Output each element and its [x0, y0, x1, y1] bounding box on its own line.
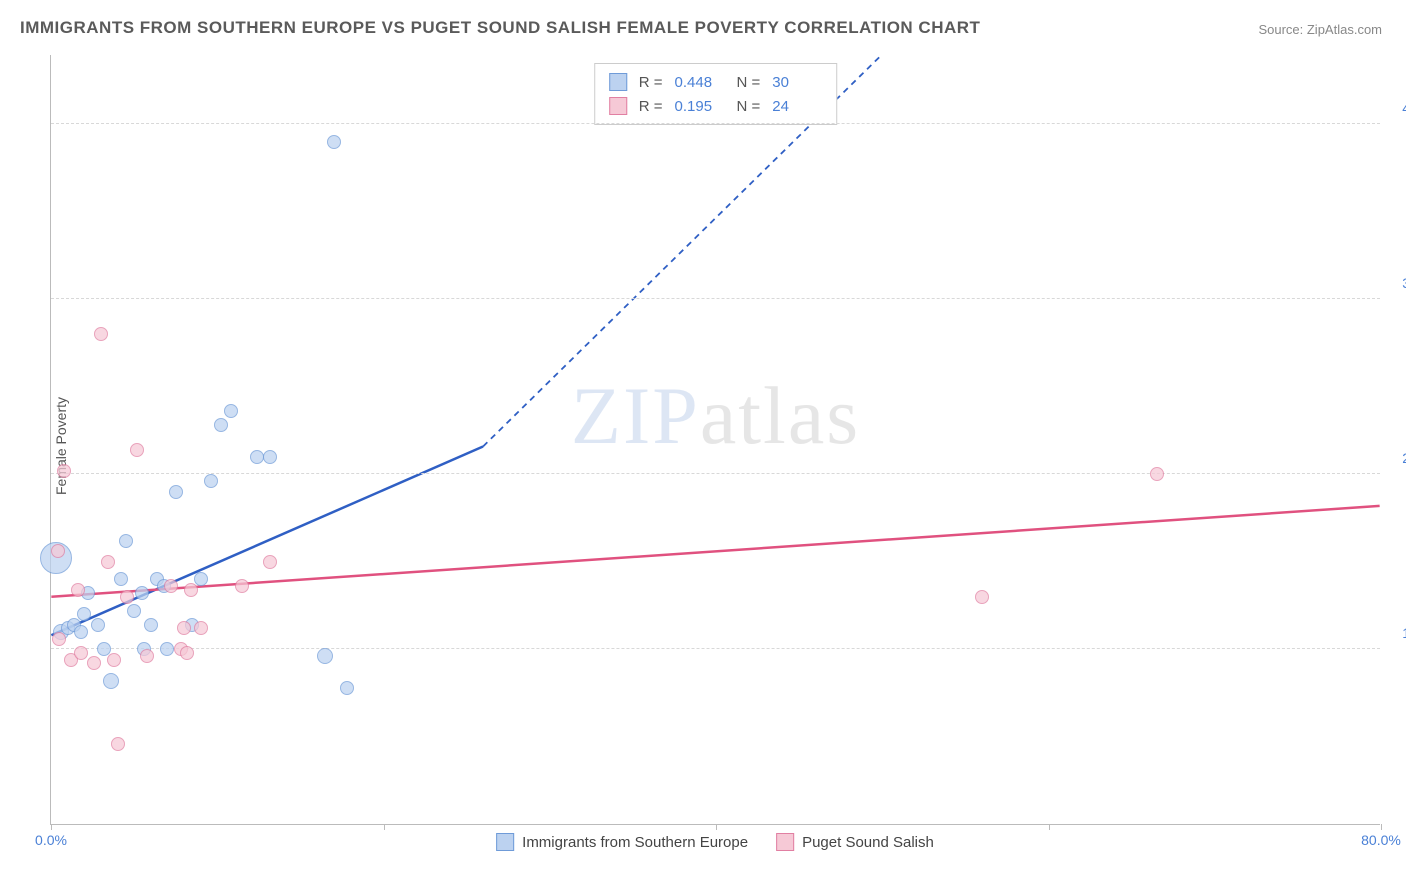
data-point: [101, 555, 115, 569]
legend-n-value-series2: 24: [772, 98, 822, 115]
data-point: [317, 648, 333, 664]
watermark-part2: atlas: [700, 370, 860, 461]
x-tick-label: 0.0%: [35, 832, 67, 848]
data-point: [87, 656, 101, 670]
legend-r-label: R =: [639, 98, 663, 115]
data-point: [340, 681, 354, 695]
data-point: [327, 135, 341, 149]
data-point: [135, 586, 149, 600]
legend-row-series2: R = 0.195 N = 24: [609, 94, 823, 118]
watermark-part1: ZIP: [571, 370, 700, 461]
correlation-legend: R = 0.448 N = 30 R = 0.195 N = 24: [594, 63, 838, 125]
x-tick: [51, 824, 52, 830]
legend-label-series1: Immigrants from Southern Europe: [522, 834, 748, 851]
chart-area: ZIPatlas R = 0.448 N = 30 R = 0.195 N = …: [50, 55, 1380, 825]
data-point: [120, 590, 134, 604]
data-point: [263, 555, 277, 569]
data-point: [140, 649, 154, 663]
plot-region: ZIPatlas R = 0.448 N = 30 R = 0.195 N = …: [50, 55, 1380, 825]
trend-lines-layer: [51, 55, 1380, 824]
data-point: [114, 572, 128, 586]
data-point: [160, 642, 174, 656]
x-tick: [716, 824, 717, 830]
y-tick-label: 20.0%: [1387, 450, 1406, 466]
series-legend: Immigrants from Southern Europe Puget So…: [496, 833, 934, 851]
y-tick-label: 30.0%: [1387, 275, 1406, 291]
gridline-horizontal: [51, 298, 1380, 299]
data-point: [71, 583, 85, 597]
chart-title: IMMIGRANTS FROM SOUTHERN EUROPE VS PUGET…: [20, 18, 980, 38]
data-point: [250, 450, 264, 464]
data-point: [107, 653, 121, 667]
data-point: [214, 418, 228, 432]
data-point: [194, 621, 208, 635]
legend-swatch-series1: [496, 833, 514, 851]
data-point: [224, 404, 238, 418]
data-point: [164, 579, 178, 593]
data-point: [91, 618, 105, 632]
legend-n-label: N =: [737, 74, 761, 91]
legend-swatch-series2: [776, 833, 794, 851]
data-point: [74, 646, 88, 660]
gridline-horizontal: [51, 123, 1380, 124]
data-point: [51, 544, 65, 558]
data-point: [74, 625, 88, 639]
data-point: [144, 618, 158, 632]
legend-n-value-series1: 30: [772, 74, 822, 91]
gridline-horizontal: [51, 473, 1380, 474]
data-point: [103, 673, 119, 689]
data-point: [180, 646, 194, 660]
data-point: [130, 443, 144, 457]
legend-swatch-series1: [609, 73, 627, 91]
data-point: [177, 621, 191, 635]
data-point: [127, 604, 141, 618]
source-attribution: Source: ZipAtlas.com: [1258, 22, 1382, 37]
data-point: [77, 607, 91, 621]
legend-label-series2: Puget Sound Salish: [802, 834, 934, 851]
legend-swatch-series2: [609, 97, 627, 115]
y-tick-label: 40.0%: [1387, 100, 1406, 116]
data-point: [169, 485, 183, 499]
x-tick: [1381, 824, 1382, 830]
x-tick-label: 80.0%: [1361, 832, 1401, 848]
x-tick: [1049, 824, 1050, 830]
watermark: ZIPatlas: [571, 369, 860, 463]
data-point: [119, 534, 133, 548]
data-point: [975, 590, 989, 604]
data-point: [184, 583, 198, 597]
data-point: [94, 327, 108, 341]
data-point: [235, 579, 249, 593]
data-point: [204, 474, 218, 488]
data-point: [263, 450, 277, 464]
x-tick: [384, 824, 385, 830]
y-tick-label: 10.0%: [1387, 625, 1406, 641]
data-point: [57, 464, 71, 478]
gridline-horizontal: [51, 648, 1380, 649]
legend-n-label: N =: [737, 98, 761, 115]
legend-r-value-series1: 0.448: [675, 74, 725, 91]
legend-r-label: R =: [639, 74, 663, 91]
data-point: [111, 737, 125, 751]
data-point: [52, 632, 66, 646]
legend-item-series2: Puget Sound Salish: [776, 833, 934, 851]
legend-row-series1: R = 0.448 N = 30: [609, 70, 823, 94]
data-point: [1150, 467, 1164, 481]
legend-r-value-series2: 0.195: [675, 98, 725, 115]
legend-item-series1: Immigrants from Southern Europe: [496, 833, 748, 851]
